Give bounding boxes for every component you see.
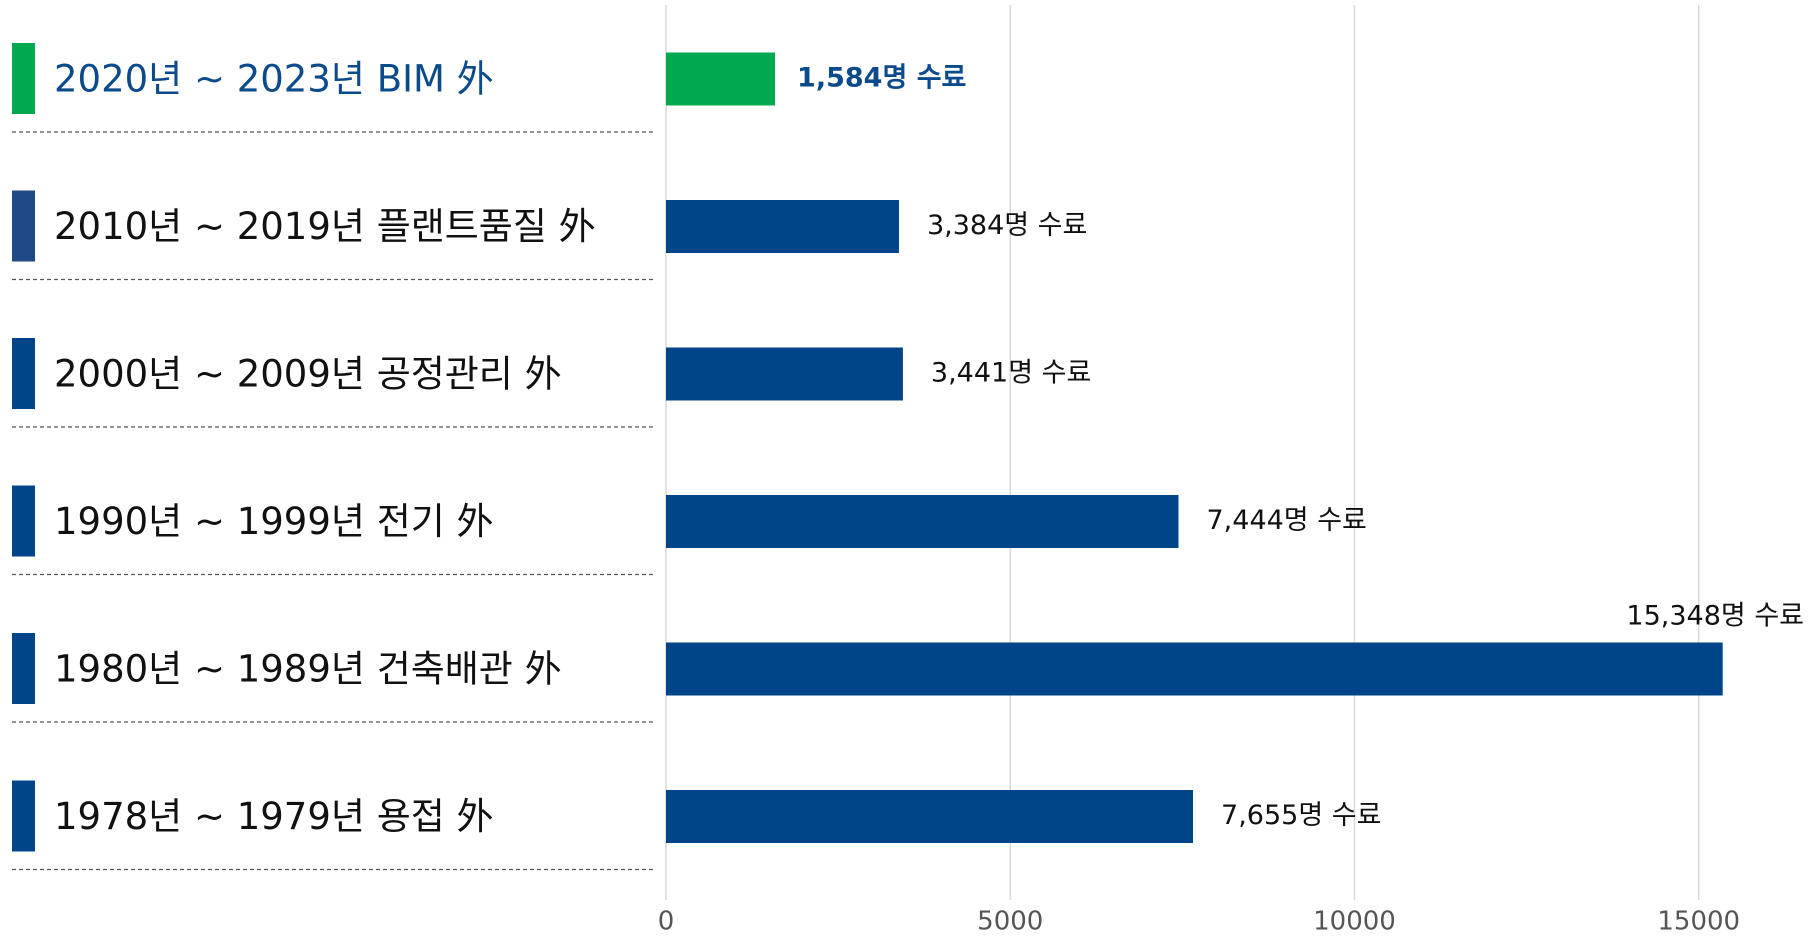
bar: [666, 642, 1723, 696]
value-label: 15,348명 수료: [1626, 601, 1804, 632]
category-label: 1990년 ~ 1999년 전기 外: [54, 500, 494, 543]
value-label: 3,441명 수료: [931, 358, 1091, 389]
x-tick-label: 15000: [1657, 907, 1740, 937]
category-label: 2020년 ~ 2023년 BIM 外: [54, 58, 494, 101]
value-label: 7,444명 수료: [1207, 505, 1367, 536]
category-label: 1978년 ~ 1979년 용접 外: [54, 795, 494, 838]
bar: [666, 347, 903, 401]
category-label: 2000년 ~ 2009년 공정관리 外: [54, 353, 562, 396]
value-label: 3,384명 수료: [927, 210, 1087, 241]
category-marker: [12, 485, 35, 557]
category-label: 2010년 ~ 2019년 플랜트품질 外: [54, 205, 596, 248]
x-tick-label: 5000: [977, 907, 1043, 937]
x-tick-label: 0: [658, 907, 675, 937]
category-label: 1980년 ~ 1989년 건축배관 外: [54, 648, 562, 691]
bar: [666, 790, 1194, 843]
bar: [666, 200, 899, 253]
category-marker: [12, 780, 35, 852]
value-label: 7,655명 수료: [1221, 800, 1381, 831]
x-tick-label: 10000: [1313, 907, 1396, 937]
category-marker: [12, 633, 35, 704]
category-marker: [12, 338, 35, 409]
bar: [666, 52, 776, 106]
category-marker: [12, 43, 35, 114]
bar: [666, 495, 1179, 548]
value-label: 1,584명 수료: [797, 63, 966, 94]
category-marker: [12, 190, 35, 262]
